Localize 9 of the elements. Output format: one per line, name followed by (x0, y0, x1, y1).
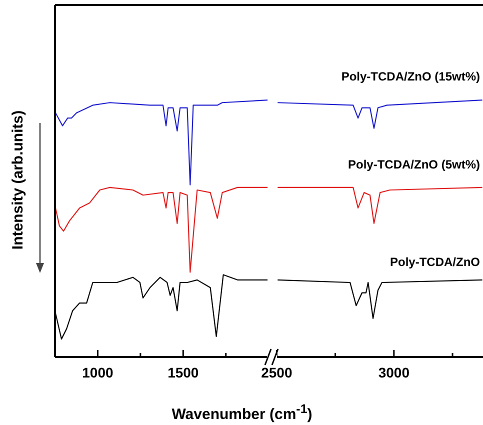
series-label: Poly-TCDA/ZnO (390, 255, 480, 270)
x-tick-label: 1000 (82, 364, 114, 380)
x-axis-title: Wavenumber (cm$^{-1}$) (172, 402, 312, 423)
series-label: Poly-TCDA/ZnO (15wt%) (341, 69, 480, 84)
series-label: Poly-TCDA/ZnO (5wt%) (348, 158, 480, 172)
x-tick-label: 2500 (261, 364, 292, 380)
x-tick-label: 3000 (378, 364, 410, 380)
x-tick-label: 1500 (168, 364, 199, 380)
y-axis-title: Intensity (arb.units) (10, 110, 26, 250)
